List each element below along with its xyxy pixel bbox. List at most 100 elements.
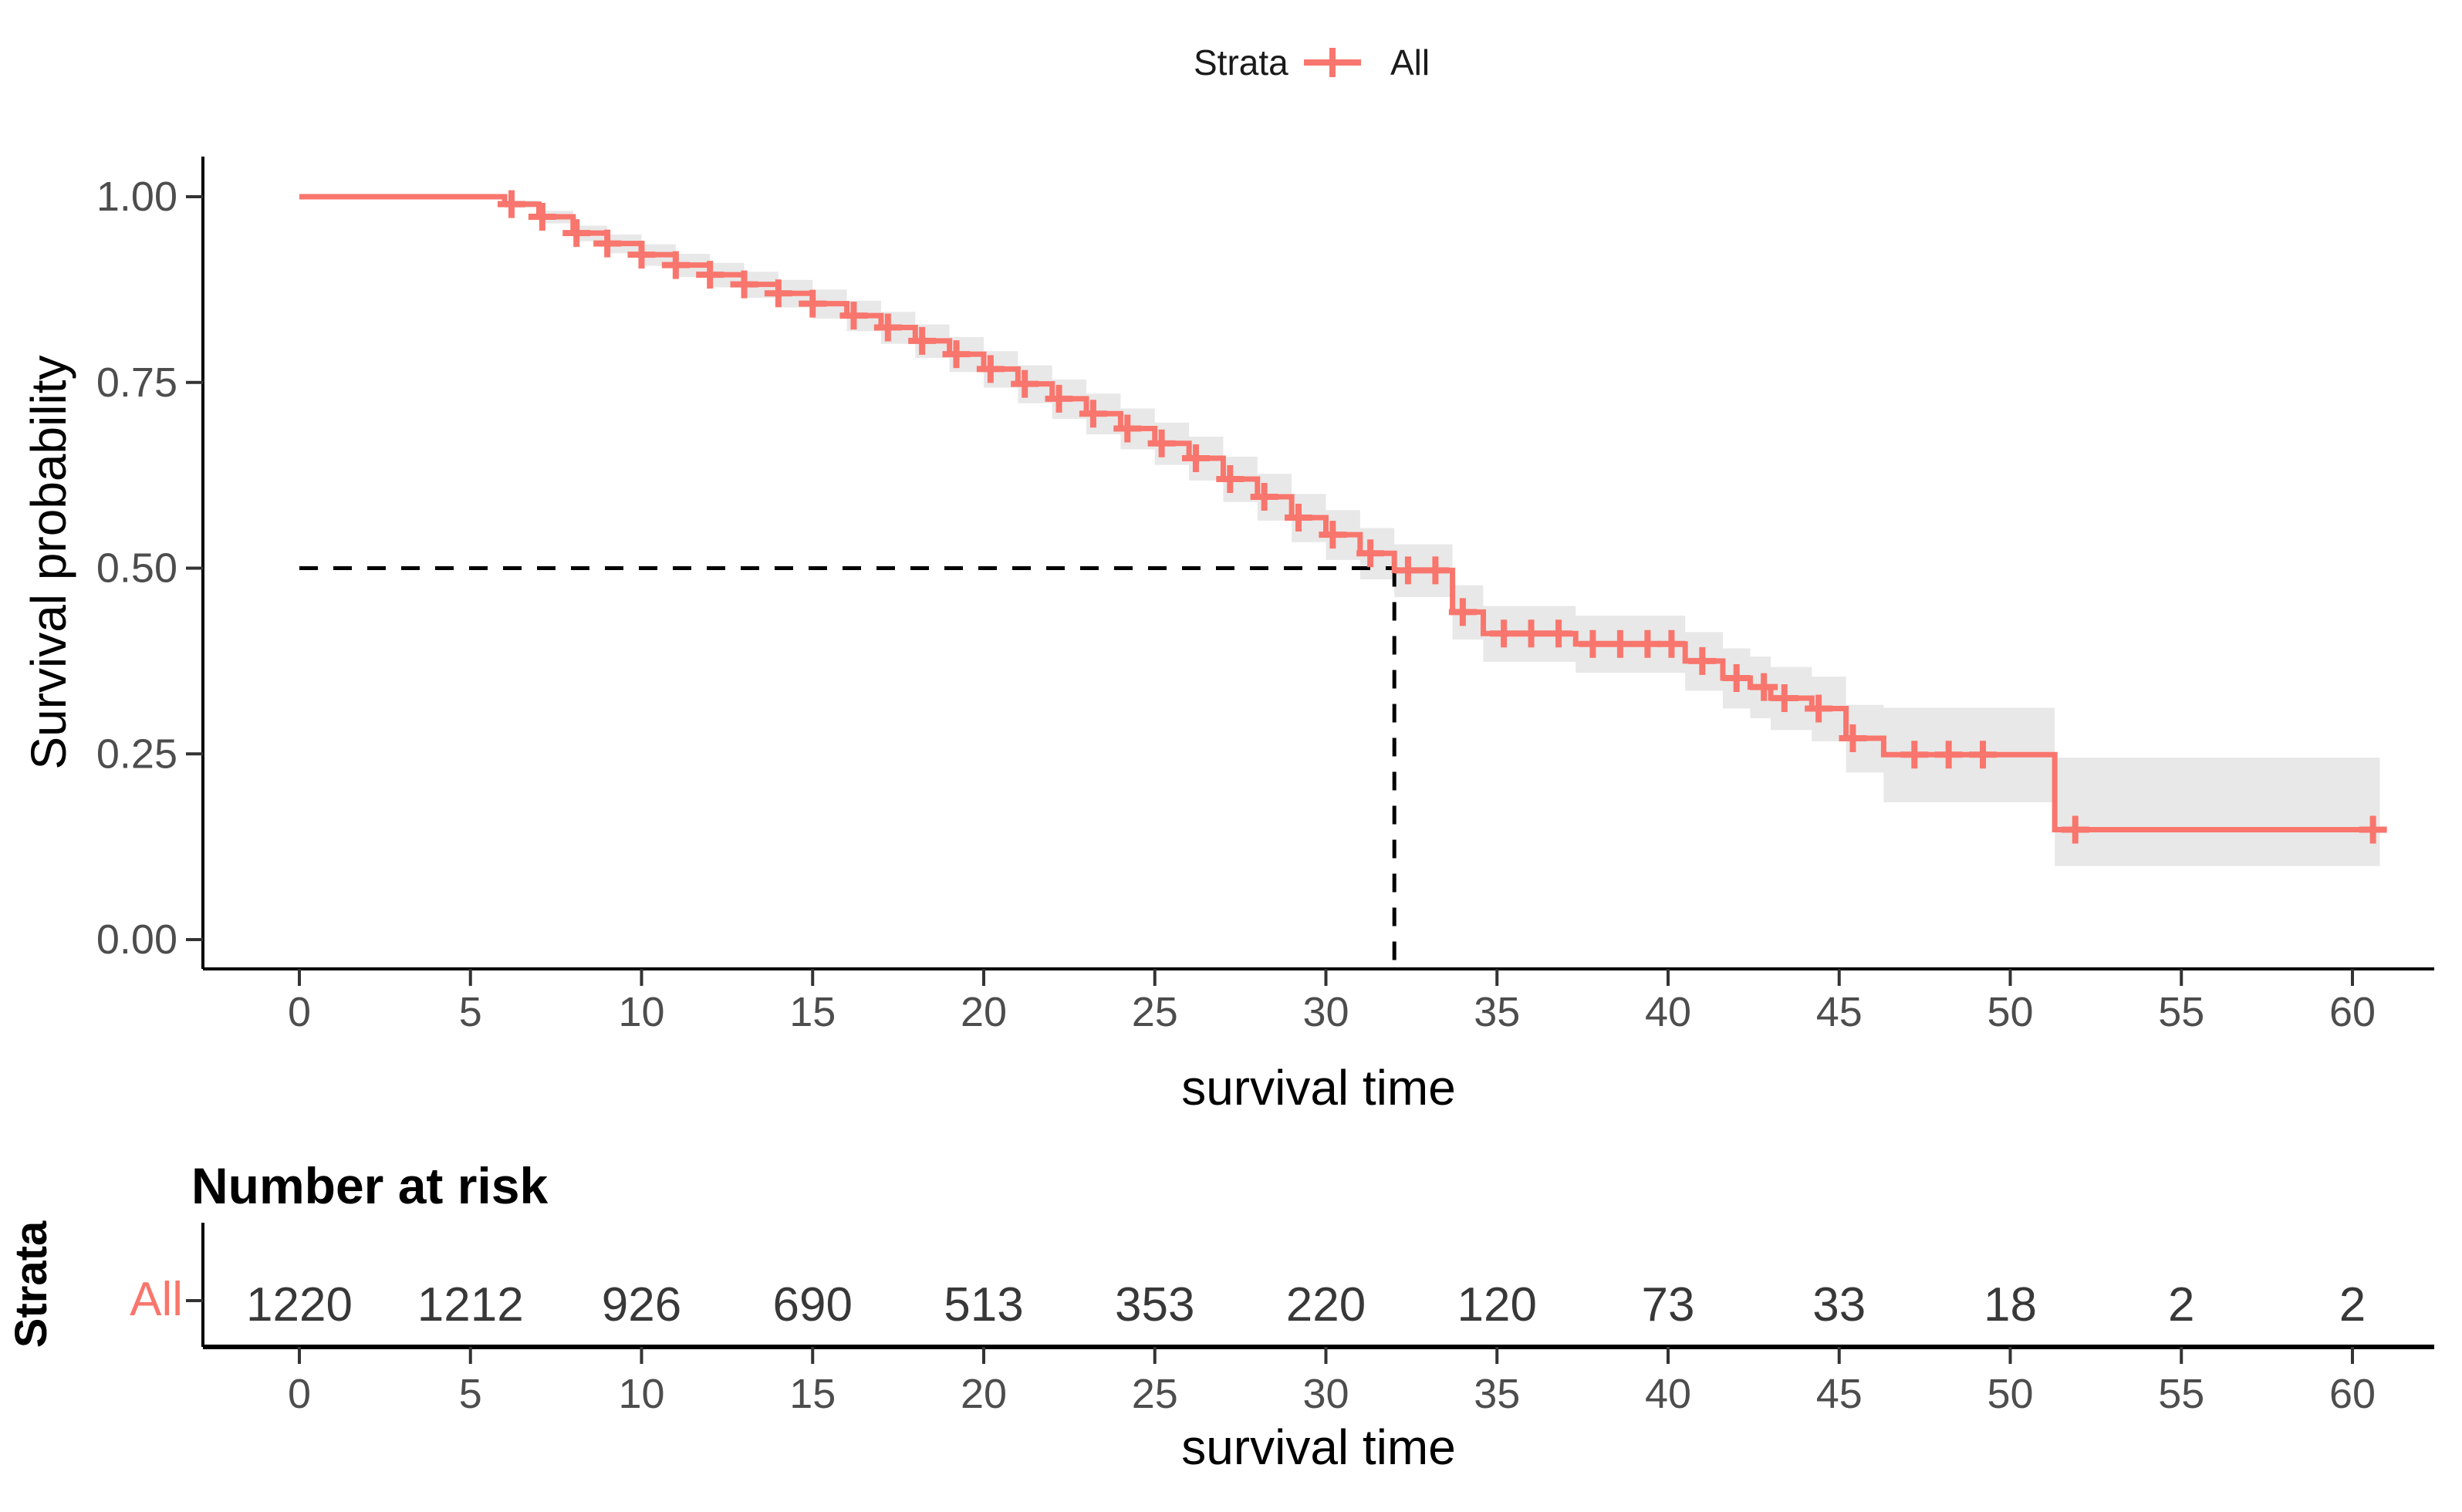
- plus-icon: [1304, 48, 1361, 77]
- censor-mark: [1011, 370, 1039, 398]
- censor-mark: [1934, 741, 1963, 769]
- x-tick-label: 20: [961, 989, 1007, 1035]
- x-tick-label: 60: [2329, 989, 2376, 1035]
- x-tick-label: 50: [1987, 989, 2033, 1035]
- x-tick-label: 35: [1474, 989, 1520, 1035]
- x-tick-label: 25: [1132, 989, 1178, 1035]
- censor-mark: [1356, 539, 1385, 568]
- risk-x-tick-label: 40: [1645, 1371, 1691, 1417]
- risk-value: 690: [773, 1278, 853, 1331]
- risk-value: 1212: [417, 1278, 524, 1331]
- risk-x-tick-label: 55: [2158, 1371, 2204, 1417]
- censor-mark: [562, 219, 591, 248]
- median-reference-lines: [299, 566, 1396, 964]
- censor-mark: [1579, 629, 1607, 658]
- censor-mark: [1517, 619, 1545, 648]
- y-tick-label: 1.00: [96, 174, 177, 220]
- censor-mark: [1113, 414, 1142, 443]
- censor-mark: [1079, 400, 1107, 428]
- risk-x-axis-title: survival time: [1181, 1419, 1456, 1475]
- censor-mark: [528, 203, 556, 231]
- risk-value: 2: [2168, 1278, 2194, 1331]
- risk-x-tick-label: 10: [618, 1371, 664, 1417]
- x-axis-title: survival time: [1181, 1060, 1456, 1115]
- x-tick-label: 30: [1302, 989, 1349, 1035]
- risk-value: 1220: [246, 1278, 353, 1331]
- y-axis-title: Survival probability: [21, 355, 76, 769]
- risk-value: 353: [1115, 1278, 1194, 1331]
- censor-mark: [1805, 694, 1833, 723]
- risk-table-ylabel: Strata: [6, 1220, 56, 1348]
- censor-mark: [661, 251, 690, 279]
- censor-mark: [1839, 724, 1867, 753]
- risk-stratum-label: All: [130, 1273, 183, 1326]
- risk-x-tick-label: 25: [1132, 1371, 1178, 1417]
- legend-entry-all: All: [1390, 42, 1430, 83]
- risk-x-tick-label: 35: [1474, 1371, 1520, 1417]
- risk-x-tick-label: 20: [961, 1371, 1007, 1417]
- x-tick-label: 0: [288, 989, 311, 1035]
- risk-value: 220: [1286, 1278, 1366, 1331]
- y-tick-label: 0.75: [96, 359, 177, 406]
- censor-mark: [1285, 504, 1313, 532]
- censor-mark: [497, 190, 525, 218]
- censor-mark: [696, 261, 724, 289]
- confidence-band: [299, 197, 2380, 866]
- censor-mark: [2359, 815, 2387, 844]
- censor-mark: [1421, 556, 1450, 585]
- confidence-band-area: [299, 197, 2380, 866]
- censor-mark: [942, 340, 971, 369]
- x-tick-label: 55: [2158, 989, 2204, 1035]
- risk-x-tick-label: 50: [1987, 1371, 2033, 1417]
- censor-mark: [839, 302, 868, 330]
- censor-mark: [873, 313, 902, 342]
- risk-table-title: Number at risk: [191, 1157, 548, 1214]
- y-tick-label: 0.00: [96, 916, 177, 963]
- censor-mark: [1770, 684, 1798, 713]
- censor-mark: [1181, 444, 1210, 472]
- censor-mark: [1688, 646, 1717, 675]
- axes: 1.00 0.75 0.50 0.25 0.00 0 5 10 15 20 25 30 35 40 45 50…: [96, 157, 2434, 1035]
- y-tick-label: 0.50: [96, 545, 177, 592]
- risk-value: 73: [1642, 1278, 1695, 1331]
- censor-mark: [1147, 429, 1176, 457]
- risk-x-tick-label: 60: [2329, 1371, 2376, 1417]
- risk-x-tick-label: 45: [1816, 1371, 1863, 1417]
- censor-mark: [764, 279, 792, 308]
- censor-mark: [1969, 741, 1998, 769]
- censor-mark: [908, 326, 937, 355]
- censor-mark: [1393, 556, 1422, 585]
- censor-mark: [1900, 741, 1929, 769]
- risk-value: 120: [1457, 1278, 1537, 1331]
- censor-mark: [1319, 521, 1347, 549]
- censor-mark: [976, 355, 1005, 383]
- censor-mark: [1633, 629, 1662, 658]
- risk-value: 513: [944, 1278, 1023, 1331]
- risk-value: 33: [1812, 1278, 1866, 1331]
- censor-mark: [1045, 384, 1073, 413]
- risk-values-row: 1220 1212 926 690 513 353 220 120 73 33 18 2 2: [246, 1278, 2366, 1331]
- x-tick-label: 10: [618, 989, 664, 1035]
- x-tick-label: 15: [789, 989, 836, 1035]
- legend-title: Strata: [1194, 42, 1288, 83]
- x-tick-label: 45: [1816, 989, 1863, 1035]
- risk-x-tick-label: 5: [459, 1371, 482, 1417]
- censor-mark: [2061, 815, 2089, 844]
- risk-value: 2: [2339, 1278, 2366, 1331]
- risk-x-tick-label: 30: [1302, 1371, 1349, 1417]
- censor-mark: [799, 289, 827, 318]
- risk-value: 926: [602, 1278, 681, 1331]
- censor-mark: [1216, 464, 1245, 493]
- risk-axes: 0 5 10 15 20 25 30 35 40 45 50 55 60: [186, 1223, 2434, 1417]
- censor-marks: [497, 190, 2387, 844]
- censor-mark: [1490, 619, 1518, 648]
- censor-mark: [1722, 664, 1751, 693]
- legend: Strata All: [1194, 42, 1430, 83]
- censor-mark: [1545, 619, 1573, 648]
- censor-mark: [1657, 629, 1686, 658]
- risk-x-tick-label: 0: [288, 1371, 311, 1417]
- risk-table: Number at risk Strata All 1220 1212 926 690…: [6, 1157, 2434, 1475]
- x-tick-label: 40: [1645, 989, 1691, 1035]
